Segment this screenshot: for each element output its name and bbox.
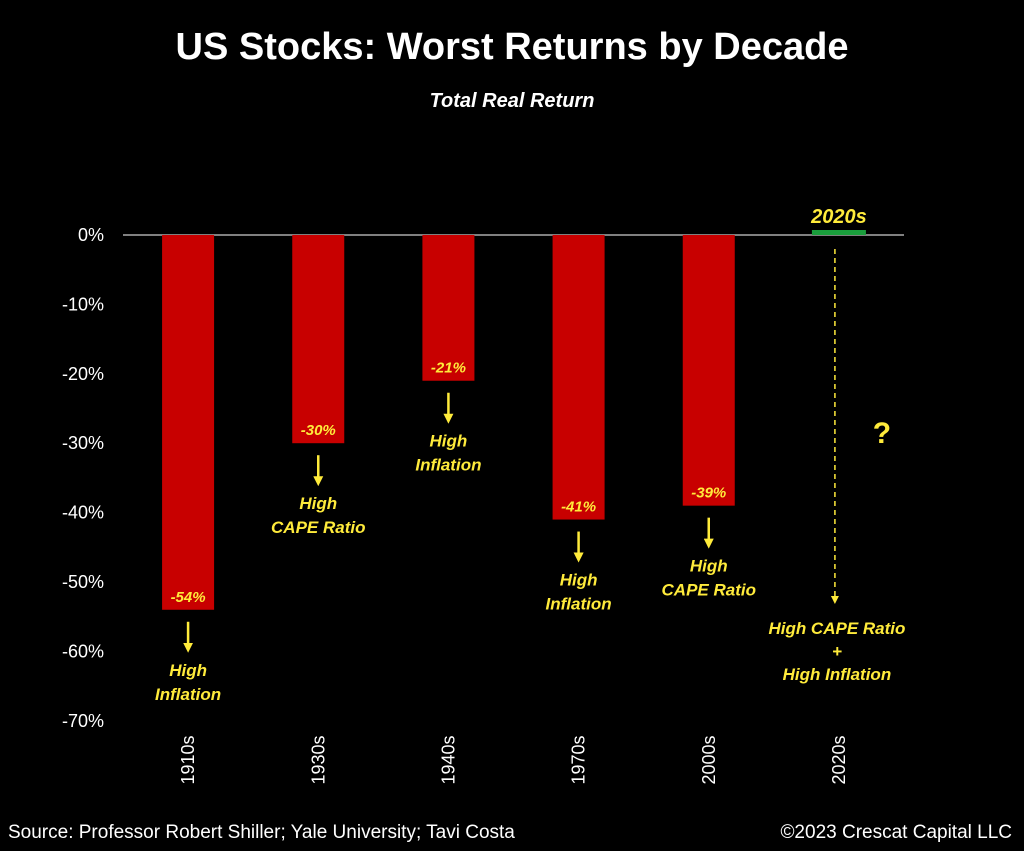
annotation-text: High CAPE Ratio (768, 619, 905, 638)
annotation-text: High (299, 494, 337, 513)
annotation-text: High (690, 557, 728, 576)
annotation-text: Inflation (415, 456, 481, 475)
bar (292, 235, 345, 444)
y-tick-label: -60% (62, 641, 104, 661)
y-tick-label: -30% (62, 433, 104, 453)
bar (162, 235, 215, 610)
annotation-text: Inflation (546, 595, 612, 614)
y-tick-label: -40% (62, 503, 104, 523)
x-category-label: 1930s (308, 735, 328, 784)
annotation-text: CAPE Ratio (662, 581, 756, 600)
data-label: -41% (561, 499, 596, 516)
copyright-note: ©2023 Crescat Capital LLC (780, 822, 1012, 843)
question-mark: ? (873, 417, 891, 450)
y-tick-label: -70% (62, 711, 104, 731)
annotation-text: Inflation (155, 685, 221, 704)
x-category-label: 1910s (178, 735, 198, 784)
data-label: -30% (301, 422, 336, 439)
x-category-label: 2000s (699, 735, 719, 784)
annotation-text: High Inflation (783, 665, 892, 684)
annotation-text: High (560, 571, 598, 590)
data-label: -39% (691, 485, 726, 502)
chart-title: US Stocks: Worst Returns by Decade (175, 26, 849, 68)
bar (422, 235, 475, 381)
y-tick-label: 0% (78, 225, 104, 245)
annotation-text: High (169, 661, 207, 680)
highlight-label: 2020s (810, 206, 867, 228)
x-category-label: 2020s (829, 735, 849, 784)
annotation-text: + (832, 642, 842, 661)
x-category-label: 1970s (569, 735, 589, 784)
highlight-marker (811, 230, 866, 235)
chart-subtitle: Total Real Return (429, 90, 595, 112)
x-category-label: 1940s (438, 735, 458, 784)
bar (552, 235, 605, 520)
y-tick-label: -20% (62, 364, 104, 384)
source-note: Source: Professor Robert Shiller; Yale U… (8, 822, 515, 843)
annotation-text: High (430, 432, 468, 451)
data-label: -54% (171, 589, 206, 606)
data-label: -21% (431, 360, 466, 377)
bar (682, 235, 735, 506)
annotation-text: CAPE Ratio (271, 518, 365, 537)
y-tick-label: -50% (62, 572, 104, 592)
y-tick-label: -10% (62, 294, 104, 314)
